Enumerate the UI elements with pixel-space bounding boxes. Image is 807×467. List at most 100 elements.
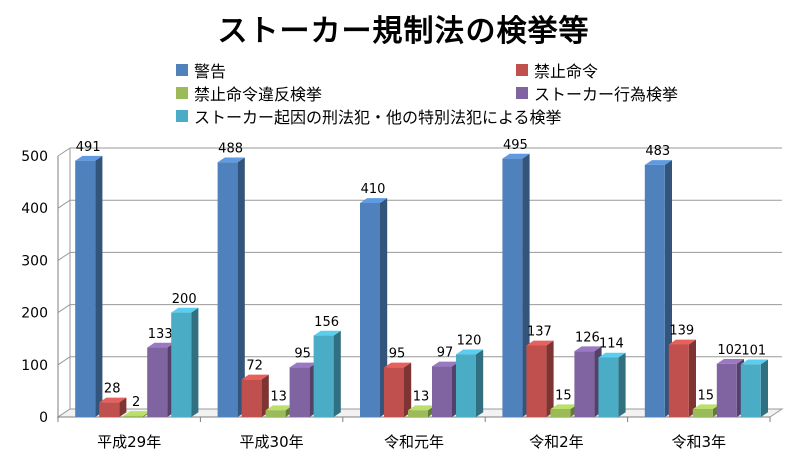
legend-swatch [176, 64, 188, 76]
legend-label: ストーカー行為検挙 [534, 85, 679, 104]
data-label: 120 [457, 334, 482, 349]
data-label: 483 [645, 144, 670, 159]
bar [289, 367, 310, 417]
gridline-side [57, 356, 71, 366]
gridline-side [57, 304, 71, 314]
x-tick-label: 令和2年 [529, 433, 584, 451]
bar [502, 158, 523, 418]
bar-top [574, 346, 602, 352]
legend-label: 禁止命令 [534, 62, 599, 81]
data-label: 491 [76, 140, 101, 155]
bar-side [546, 340, 554, 417]
bar [241, 379, 262, 417]
bar-side [380, 198, 388, 417]
legend-label: ストーカー起因の刑法犯・他の特別法犯による検挙 [194, 108, 562, 127]
legend-item: 禁止命令違反検挙 [176, 81, 322, 105]
bar [147, 347, 168, 417]
bar-top [123, 411, 151, 416]
bar-side [237, 157, 245, 418]
data-label: 28 [104, 382, 121, 397]
data-label: 13 [270, 389, 287, 404]
bar-top [456, 349, 484, 355]
data-label: 137 [527, 325, 552, 340]
bar [408, 410, 428, 417]
legend-swatch [176, 87, 188, 99]
bar [123, 415, 144, 417]
bar-side [333, 330, 341, 417]
bar-top [241, 374, 269, 380]
y-tick-label: 200 [21, 306, 48, 322]
y-tick-label: 400 [21, 201, 48, 217]
bar [171, 312, 192, 417]
legend-swatch [516, 87, 528, 99]
bar-side [760, 359, 768, 417]
bar-top [171, 307, 199, 313]
bar-top [502, 153, 530, 159]
data-label: 495 [503, 138, 528, 153]
bar-top [526, 340, 554, 346]
x-tick-label: 令和3年 [672, 433, 727, 451]
x-tick-label: 平成29年 [97, 433, 161, 451]
bar-side [261, 374, 269, 417]
data-label: 200 [172, 292, 197, 307]
data-label: 101 [741, 343, 766, 358]
bar [550, 409, 571, 417]
bar [432, 366, 452, 417]
bar [313, 335, 334, 417]
data-label: 95 [294, 347, 311, 362]
bar-top [598, 352, 626, 358]
y-tick-label: 100 [21, 358, 48, 374]
data-label: 102 [717, 343, 742, 358]
bar-top [644, 160, 672, 165]
bar-top [384, 362, 412, 368]
bar [360, 202, 380, 417]
data-label: 15 [698, 388, 715, 403]
bar-top [99, 397, 127, 403]
legend-label: 警告 [194, 62, 227, 81]
legend-swatch [176, 110, 188, 122]
data-label: 114 [599, 337, 624, 352]
bar-side [618, 352, 626, 417]
legend-item: ストーカー起因の刑法犯・他の特別法犯による検挙 [176, 104, 562, 128]
gridline-side [57, 147, 71, 157]
bar [740, 364, 761, 417]
bar [644, 164, 665, 417]
data-label: 2 [132, 395, 140, 410]
bar [716, 363, 737, 417]
data-label: 72 [246, 359, 263, 374]
data-label: 126 [575, 330, 600, 345]
bar [265, 410, 286, 417]
bar-top [692, 404, 720, 410]
bar-side [476, 349, 484, 417]
bar-top [432, 361, 460, 367]
bar [574, 351, 595, 417]
data-label: 15 [555, 388, 572, 403]
data-label: 488 [218, 141, 243, 156]
bar-top [360, 198, 388, 203]
data-label: 97 [437, 346, 454, 361]
bar-top [265, 405, 293, 411]
bar-top [289, 362, 317, 368]
bar [456, 354, 476, 417]
x-tick-label: 令和元年 [384, 433, 444, 451]
bar-top [75, 155, 103, 161]
bar [75, 160, 96, 417]
bar-top [313, 330, 341, 336]
x-tick-label: 平成30年 [240, 433, 304, 451]
bar-top [716, 358, 744, 364]
legend-item: ストーカー行為検挙 [516, 81, 678, 105]
bar [526, 345, 547, 417]
gridline-side [57, 199, 71, 209]
bar [99, 402, 120, 417]
bar-top [740, 359, 768, 365]
chart-title: ストーカー規制法の検挙等 [217, 14, 590, 49]
legend-label: 禁止命令違反検挙 [194, 85, 323, 104]
bar-side [688, 339, 696, 417]
bar [692, 409, 713, 417]
bar [384, 367, 404, 417]
gridline-side [57, 251, 71, 261]
bar-top [668, 339, 696, 345]
bar-side [119, 397, 127, 417]
bar-top [408, 405, 436, 411]
